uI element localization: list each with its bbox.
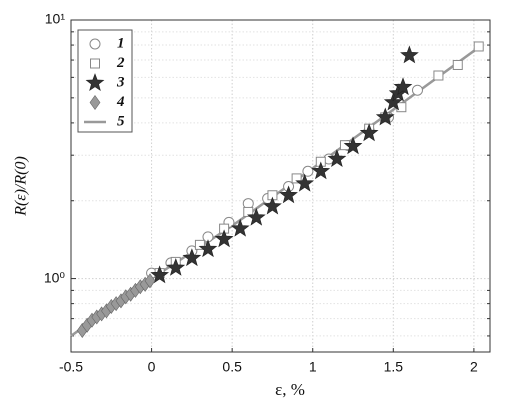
star-marker: [150, 265, 170, 284]
square-marker: [396, 102, 407, 113]
square-marker: [473, 41, 484, 52]
x-tick-label: 0: [148, 359, 156, 375]
star-marker: [295, 173, 315, 192]
legend-label: 5: [117, 113, 125, 129]
x-tick-label: -0.5: [59, 359, 83, 375]
y-tick-label: 10⁰: [44, 269, 66, 285]
legend-label: 4: [116, 94, 125, 110]
star-marker: [400, 45, 419, 64]
star-marker: [327, 149, 347, 167]
star-marker: [263, 196, 282, 215]
star-marker: [375, 107, 395, 126]
diamond-marker: [89, 94, 101, 111]
plot-frame: [70, 19, 491, 353]
legend-label: 1: [117, 35, 125, 51]
legend-label: 2: [116, 55, 125, 71]
star-marker: [311, 161, 331, 180]
x-tick-label: 1.5: [384, 359, 404, 375]
star-marker: [359, 123, 379, 142]
x-tick-label: 0.5: [222, 359, 242, 375]
star-marker: [279, 185, 298, 204]
circle-marker: [302, 165, 314, 177]
star-marker: [343, 136, 363, 155]
star-marker: [198, 239, 218, 258]
star-marker: [214, 229, 234, 248]
x-tick-label: 2: [470, 359, 478, 375]
circle-marker: [411, 84, 423, 96]
star-marker: [246, 207, 266, 226]
square-marker: [433, 70, 444, 81]
star-marker: [182, 248, 202, 267]
x-axis-label: ε, %: [275, 380, 305, 399]
y-axis-label: R(ε)/R(0): [13, 156, 30, 217]
legend-label: 3: [116, 74, 125, 90]
star-marker: [166, 258, 186, 276]
star-marker: [230, 218, 250, 237]
y-tick-label: 10¹: [45, 11, 66, 27]
square-marker: [90, 58, 100, 69]
diamond-marker: [144, 273, 156, 289]
star-marker: [85, 73, 105, 91]
x-tick-label: 1: [309, 359, 317, 375]
star-marker: [383, 92, 403, 111]
square-marker: [243, 206, 254, 217]
circle-marker: [89, 38, 101, 50]
square-marker: [194, 239, 205, 250]
square-marker: [291, 173, 302, 184]
square-marker: [452, 59, 463, 70]
star-marker: [393, 77, 413, 96]
